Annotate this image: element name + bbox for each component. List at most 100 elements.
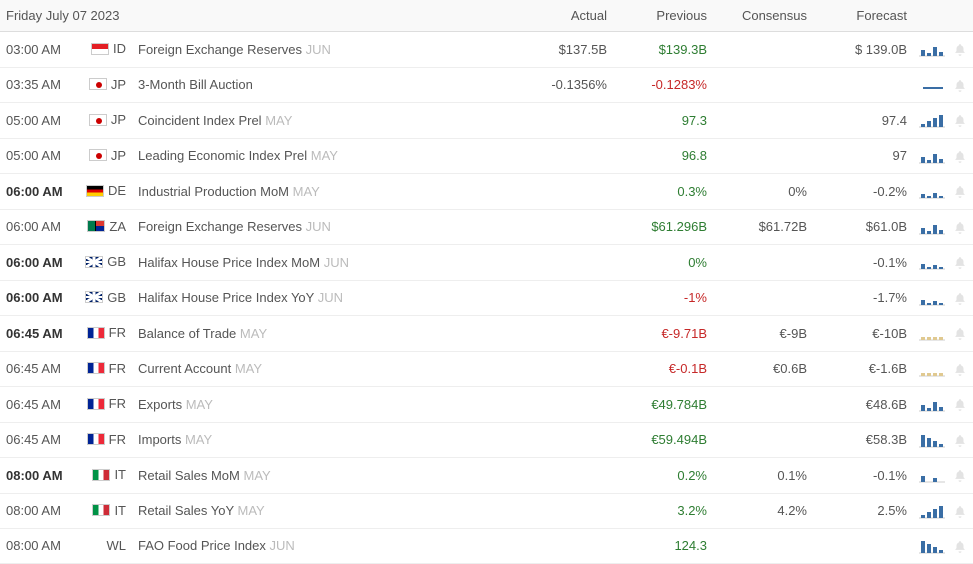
bell-icon[interactable]: [953, 79, 967, 93]
event-name[interactable]: Foreign Exchange Reserves JUN: [132, 209, 513, 245]
country-cell: GB: [78, 245, 132, 281]
flag-icon: [89, 149, 107, 161]
previous-value: $61.296B: [613, 209, 713, 245]
flag-icon: [92, 504, 110, 516]
country-cell: GB: [78, 280, 132, 316]
flag-icon: [87, 220, 105, 232]
consensus-value: 0.1%: [713, 458, 813, 494]
chart-icon[interactable]: [919, 185, 945, 199]
event-name[interactable]: Retail Sales YoY MAY: [132, 493, 513, 529]
chart-icon[interactable]: [919, 434, 945, 448]
bell-icon[interactable]: [953, 398, 967, 412]
forecast-value: 97: [813, 138, 913, 174]
event-name[interactable]: Leading Economic Index Prel MAY: [132, 138, 513, 174]
table-row: 03:35 AMJP3-Month Bill Auction-0.1356%-0…: [0, 67, 973, 103]
chart-icon[interactable]: [919, 327, 945, 341]
header-actions: [913, 0, 973, 32]
country-cell: FR: [78, 422, 132, 458]
table-row: 05:00 AMJPCoincident Index Prel MAY97.39…: [0, 103, 973, 139]
bell-icon[interactable]: [953, 469, 967, 483]
consensus-value: [713, 138, 813, 174]
bell-icon[interactable]: [953, 434, 967, 448]
bell-icon[interactable]: [953, 327, 967, 341]
bell-icon[interactable]: [953, 292, 967, 306]
event-time: 08:00 AM: [0, 529, 78, 564]
previous-value: €59.494B: [613, 422, 713, 458]
event-name[interactable]: Halifax House Price Index YoY JUN: [132, 280, 513, 316]
chart-icon[interactable]: [919, 114, 945, 128]
header-consensus: Consensus: [713, 0, 813, 32]
event-time: 08:00 AM: [0, 458, 78, 494]
actions-cell: [913, 67, 973, 103]
country-cell: IT: [78, 493, 132, 529]
economic-calendar-table: Friday July 07 2023 Actual Previous Cons…: [0, 0, 973, 564]
event-name[interactable]: 3-Month Bill Auction: [132, 67, 513, 103]
country-cell: ID: [78, 32, 132, 68]
country-cell: JP: [78, 138, 132, 174]
chart-icon[interactable]: [919, 505, 945, 519]
actions-cell: [913, 209, 973, 245]
event-name[interactable]: FAO Food Price Index JUN: [132, 529, 513, 564]
header-previous: Previous: [613, 0, 713, 32]
actions-cell: [913, 280, 973, 316]
table-row: 06:45 AMFRBalance of Trade MAY€-9.71B€-9…: [0, 316, 973, 352]
event-name[interactable]: Current Account MAY: [132, 351, 513, 387]
event-name[interactable]: Balance of Trade MAY: [132, 316, 513, 352]
event-name[interactable]: Retail Sales MoM MAY: [132, 458, 513, 494]
event-name[interactable]: Imports MAY: [132, 422, 513, 458]
event-time: 05:00 AM: [0, 138, 78, 174]
country-code: GB: [107, 290, 126, 305]
table-row: 06:00 AMZAForeign Exchange Reserves JUN$…: [0, 209, 973, 245]
bell-icon[interactable]: [953, 43, 967, 57]
actions-cell: [913, 32, 973, 68]
actions-cell: [913, 245, 973, 281]
event-time: 03:00 AM: [0, 32, 78, 68]
bell-icon[interactable]: [953, 114, 967, 128]
event-name[interactable]: Exports MAY: [132, 387, 513, 423]
chart-icon[interactable]: [919, 256, 945, 270]
chart-icon[interactable]: [919, 540, 945, 554]
actions-cell: [913, 422, 973, 458]
previous-value: 0%: [613, 245, 713, 281]
event-period: JUN: [306, 42, 331, 57]
actual-value: [513, 209, 613, 245]
bell-icon[interactable]: [953, 363, 967, 377]
table-row: 08:00 AMWLFAO Food Price Index JUN124.3: [0, 529, 973, 564]
event-time: 06:00 AM: [0, 209, 78, 245]
chart-icon[interactable]: [919, 43, 945, 57]
chart-icon[interactable]: [919, 150, 945, 164]
bell-icon[interactable]: [953, 505, 967, 519]
table-header: Friday July 07 2023 Actual Previous Cons…: [0, 0, 973, 32]
chart-icon[interactable]: [919, 221, 945, 235]
forecast-value: €-10B: [813, 316, 913, 352]
actual-value: [513, 387, 613, 423]
forecast-value: -0.2%: [813, 174, 913, 210]
bell-icon[interactable]: [953, 540, 967, 554]
chart-icon[interactable]: [919, 292, 945, 306]
previous-value: 124.3: [613, 529, 713, 564]
event-time: 06:45 AM: [0, 316, 78, 352]
event-name[interactable]: Industrial Production MoM MAY: [132, 174, 513, 210]
event-name[interactable]: Halifax House Price Index MoM JUN: [132, 245, 513, 281]
event-time: 06:00 AM: [0, 174, 78, 210]
consensus-value: 0%: [713, 174, 813, 210]
country-cell: DE: [78, 174, 132, 210]
chart-icon[interactable]: [919, 363, 945, 377]
country-cell: FR: [78, 316, 132, 352]
event-name[interactable]: Foreign Exchange Reserves JUN: [132, 32, 513, 68]
flag-icon: [89, 114, 107, 126]
bell-icon[interactable]: [953, 256, 967, 270]
bell-icon[interactable]: [953, 221, 967, 235]
forecast-value: €58.3B: [813, 422, 913, 458]
actions-cell: [913, 174, 973, 210]
chart-icon[interactable]: [921, 79, 945, 93]
actual-value: [513, 138, 613, 174]
bell-icon[interactable]: [953, 185, 967, 199]
bell-icon[interactable]: [953, 150, 967, 164]
chart-icon[interactable]: [919, 469, 945, 483]
chart-icon[interactable]: [919, 398, 945, 412]
table-row: 03:00 AMIDForeign Exchange Reserves JUN $…: [0, 32, 973, 68]
consensus-value: [713, 245, 813, 281]
event-name[interactable]: Coincident Index Prel MAY: [132, 103, 513, 139]
forecast-value: $ 139.0B: [813, 32, 913, 68]
